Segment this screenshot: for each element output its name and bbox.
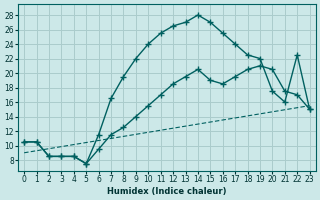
- X-axis label: Humidex (Indice chaleur): Humidex (Indice chaleur): [107, 187, 227, 196]
